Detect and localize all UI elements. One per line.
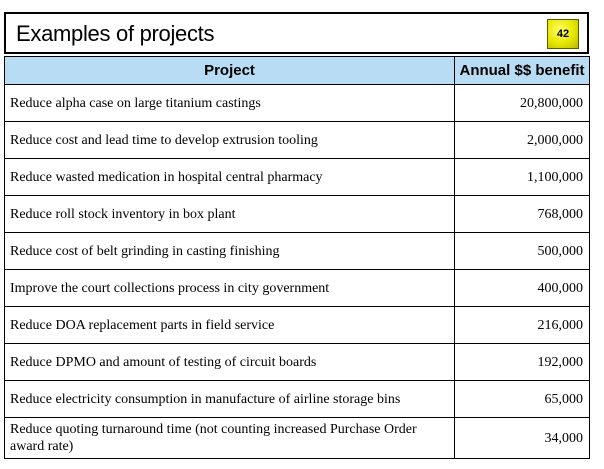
table-row: Reduce DPMO and amount of testing of cir…: [4, 343, 590, 381]
project-cell: Reduce quoting turnaround time (not coun…: [4, 417, 455, 459]
project-cell: Reduce roll stock inventory in box plant: [4, 195, 455, 233]
title-bar: Examples of projects 42: [4, 12, 589, 54]
benefit-cell: 2,000,000: [454, 121, 590, 159]
benefit-cell: 192,000: [454, 343, 590, 381]
table-row: Reduce cost and lead time to develop ext…: [4, 121, 590, 159]
column-header-benefit: Annual $$ benefit: [454, 56, 590, 85]
projects-table: Project Annual $$ benefit Reduce alpha c…: [4, 56, 590, 459]
table-row: Improve the court collections process in…: [4, 269, 590, 307]
project-cell: Reduce cost and lead time to develop ext…: [4, 121, 455, 159]
project-cell: Reduce electricity consumption in manufa…: [4, 380, 455, 418]
benefit-cell: 1,100,000: [454, 158, 590, 196]
table-row: Reduce electricity consumption in manufa…: [4, 380, 590, 418]
slide-title: Examples of projects: [16, 21, 215, 46]
column-header-project: Project: [4, 56, 455, 85]
project-cell: Reduce DPMO and amount of testing of cir…: [4, 343, 455, 381]
project-cell: Reduce cost of belt grinding in casting …: [4, 232, 455, 270]
benefit-cell: 216,000: [454, 306, 590, 344]
table-row: Reduce cost of belt grinding in casting …: [4, 232, 590, 270]
page-number-badge: 42: [547, 19, 579, 49]
project-cell: Improve the court collections process in…: [4, 269, 455, 307]
benefit-cell: 768,000: [454, 195, 590, 233]
project-cell: Reduce wasted medication in hospital cen…: [4, 158, 455, 196]
benefit-cell: 20,800,000: [454, 84, 590, 122]
table-row: Reduce quoting turnaround time (not coun…: [4, 417, 590, 459]
table-row: Reduce DOA replacement parts in field se…: [4, 306, 590, 344]
table-row: Reduce wasted medication in hospital cen…: [4, 158, 590, 196]
project-cell: Reduce DOA replacement parts in field se…: [4, 306, 455, 344]
benefit-cell: 500,000: [454, 232, 590, 270]
table-row: Reduce alpha case on large titanium cast…: [4, 84, 590, 122]
benefit-cell: 65,000: [454, 380, 590, 418]
slide: Examples of projects 42 Project Annual $…: [4, 12, 590, 462]
benefit-cell: 400,000: [454, 269, 590, 307]
benefit-cell: 34,000: [454, 417, 590, 459]
table-row: Reduce roll stock inventory in box plant…: [4, 195, 590, 233]
table-header-row: Project Annual $$ benefit: [4, 56, 590, 85]
project-cell: Reduce alpha case on large titanium cast…: [4, 84, 455, 122]
